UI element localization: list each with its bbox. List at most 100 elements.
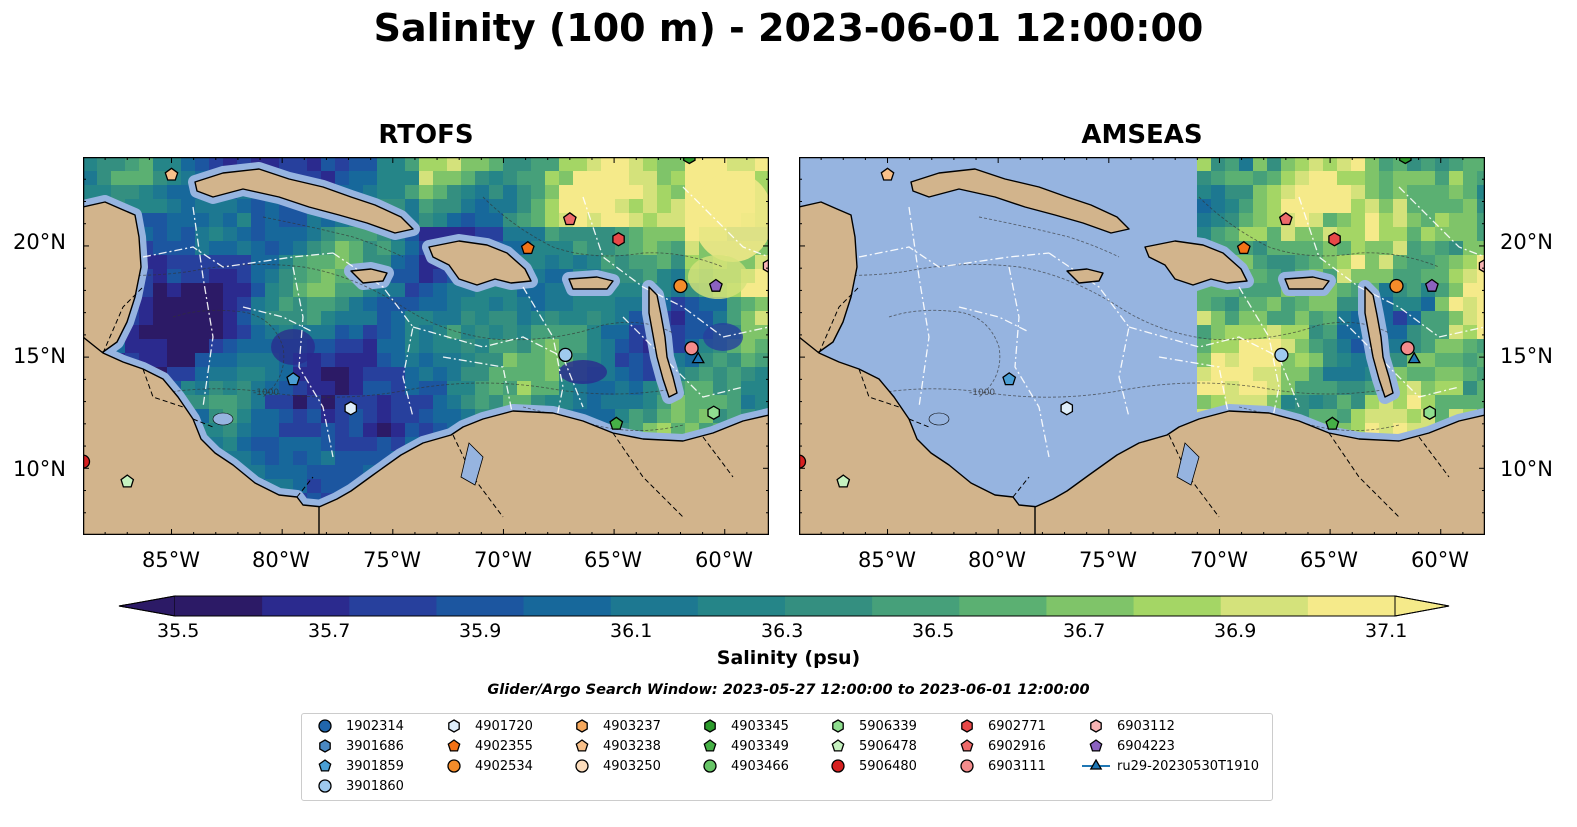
float-4903349[interactable]: [1325, 416, 1340, 430]
legend: 1902314 3901686 3901859 3901860 4901720 49023…: [301, 713, 1273, 801]
rtofs-map[interactable]: -1000: [83, 157, 769, 535]
float-5906478[interactable]: [120, 474, 135, 488]
float-4902534[interactable]: [1389, 278, 1404, 294]
legend-label: 4903238: [603, 738, 661, 754]
legend-item-5906339: 5906339: [823, 716, 917, 736]
colorbar-tick-35-5: 35.5: [157, 620, 200, 642]
legend-marker-pentagon-icon: [1089, 739, 1103, 752]
legend-marker-pentagon-icon: [831, 739, 845, 752]
lon-label-70w-left: 70°W: [474, 548, 532, 572]
legend-marker-hexagon-icon: [704, 719, 716, 733]
lake-nicaragua: [212, 412, 234, 426]
legend-symbol[interactable]: [704, 719, 716, 733]
legend-label: ru29-20230530T1910: [1117, 758, 1260, 774]
legend-symbol[interactable]: [1090, 719, 1102, 733]
land-south: [318, 410, 769, 535]
legend-item-6903112: 6903112: [1081, 716, 1175, 736]
land: [83, 168, 769, 535]
float-3901859[interactable]: [1002, 372, 1017, 386]
land-south: [1034, 410, 1485, 535]
float-4903345[interactable]: [1399, 157, 1412, 165]
amseas-map[interactable]: -1000: [799, 157, 1485, 535]
colorbar-tick-36-7: 36.7: [1063, 620, 1106, 642]
float-5906480[interactable]: [83, 454, 91, 469]
search-window-note: Glider/Argo Search Window: 2023-05-27 12…: [487, 682, 1090, 698]
isobath-label: -1000: [969, 388, 995, 398]
legend-symbol[interactable]: [1089, 739, 1103, 752]
float-6902916[interactable]: [1278, 211, 1293, 226]
legend-symbol[interactable]: [575, 759, 589, 773]
float-6902916[interactable]: [562, 211, 577, 226]
float-4903349[interactable]: [609, 416, 624, 430]
land-jamaica: [350, 268, 388, 284]
float-4901720[interactable]: [1060, 401, 1074, 416]
float-4903345[interactable]: [683, 157, 696, 165]
float-3901860[interactable]: [558, 347, 573, 363]
legend-symbol[interactable]: [831, 759, 845, 773]
float-3901859[interactable]: [286, 372, 301, 386]
legend-symbol[interactable]: [960, 739, 974, 752]
colorbar-bin: [1133, 596, 1222, 616]
legend-symbol[interactable]: [575, 739, 589, 752]
legend-symbol[interactable]: [319, 739, 331, 753]
legend-label: 3901859: [346, 758, 404, 774]
float-6903112[interactable]: [762, 258, 769, 274]
float-5906480[interactable]: [799, 454, 807, 469]
float-3901860[interactable]: [1274, 347, 1289, 363]
legend-marker-pentagon-icon: [575, 739, 589, 752]
legend-symbol[interactable]: [961, 719, 973, 733]
lon-label-85w-left: 85°W: [142, 548, 200, 572]
legend-symbol[interactable]: [831, 739, 845, 752]
land-hisp: [1144, 240, 1248, 286]
float-5906339[interactable]: [1423, 405, 1436, 420]
float-4901720[interactable]: [344, 401, 358, 416]
float-6902771[interactable]: [612, 232, 625, 247]
float-6903111[interactable]: [1400, 341, 1415, 356]
float-ru29-20230530T1910[interactable]: [1407, 351, 1421, 364]
legend-symbol[interactable]: [576, 719, 588, 733]
colorbar-tick-35-7: 35.7: [308, 620, 351, 642]
float-5906339[interactable]: [707, 405, 720, 420]
legend-symbol[interactable]: [960, 759, 974, 773]
float-4902355[interactable]: [520, 240, 535, 255]
legend-marker-triangle-line-icon: [1082, 758, 1110, 770]
float-ru29-20230530T1910[interactable]: [691, 351, 705, 364]
legend-symbol[interactable]: [703, 739, 717, 752]
legend-symbol[interactable]: [447, 739, 461, 752]
legend-symbol[interactable]: [318, 759, 332, 772]
float-6902771[interactable]: [1328, 232, 1341, 247]
legend-item-5906478: 5906478: [823, 736, 917, 756]
colorbar-bin: [262, 596, 350, 616]
legend-label: 5906339: [859, 718, 917, 734]
legend-symbol[interactable]: [318, 719, 332, 733]
legend-symbol[interactable]: [832, 719, 844, 733]
float-5906478[interactable]: [836, 474, 851, 488]
float-6904223[interactable]: [708, 278, 723, 292]
legend-marker-circle-icon: [831, 759, 845, 773]
legend-label: 4903466: [731, 758, 789, 774]
legend-symbol[interactable]: [447, 759, 461, 773]
float-4902534[interactable]: [673, 278, 688, 294]
colorbar-bin: [1220, 596, 1309, 616]
float-4903238[interactable]: [164, 167, 179, 181]
float-4903238[interactable]: [880, 167, 895, 181]
legend-symbol[interactable]: [448, 719, 460, 733]
main-title: Salinity (100 m) - 2023-06-01 12:00:00: [373, 6, 1204, 50]
colorbar-bin: [610, 596, 699, 616]
legend-label: 4901720: [475, 718, 533, 734]
float-6904223[interactable]: [1424, 278, 1439, 292]
lake-maracaibo: [460, 442, 484, 486]
legend-symbol[interactable]: [1089, 758, 1103, 770]
lon-label-80w-right: 80°W: [968, 548, 1026, 572]
lon-label-70w-right: 70°W: [1190, 548, 1248, 572]
float-6903111[interactable]: [684, 341, 699, 356]
legend-symbol[interactable]: [318, 779, 332, 793]
legend-label: 6902916: [988, 738, 1046, 754]
legend-label: 6902771: [988, 718, 1046, 734]
legend-symbol[interactable]: [703, 759, 717, 773]
float-6903112[interactable]: [1478, 258, 1485, 274]
legend-marker-circle-icon: [318, 779, 332, 793]
land: [799, 168, 1485, 535]
float-4902355[interactable]: [1236, 240, 1251, 255]
legend-marker-circle-icon: [703, 759, 717, 773]
